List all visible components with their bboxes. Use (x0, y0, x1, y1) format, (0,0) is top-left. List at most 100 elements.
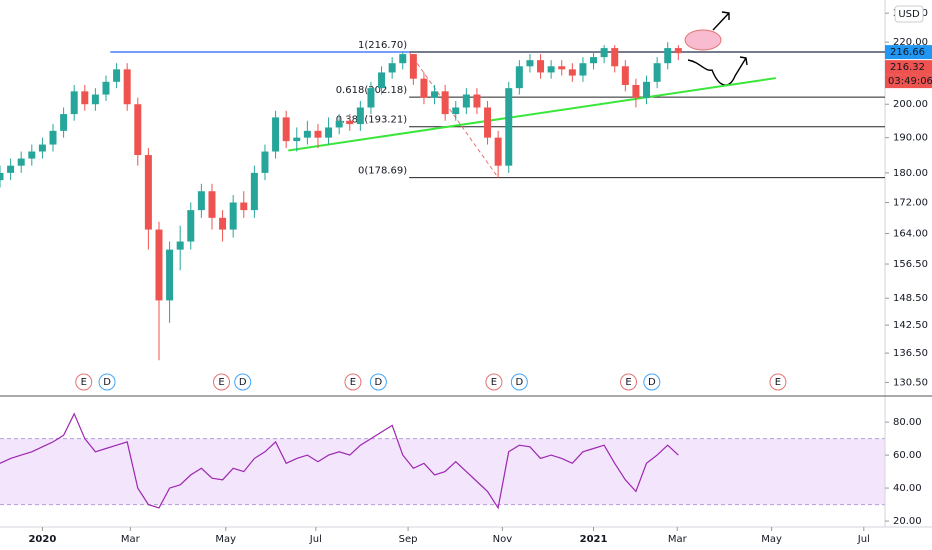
event-label: E (625, 377, 631, 388)
price-tag-label: 216.32 (890, 62, 925, 73)
candle-body (250, 172, 258, 211)
candle-body (346, 120, 354, 125)
candle-body (473, 94, 481, 108)
candle-body (134, 104, 142, 156)
candle-body (144, 155, 152, 230)
candle-body (70, 91, 78, 115)
rsi-line (0, 412, 679, 510)
candle-body (409, 54, 417, 79)
candle-body (81, 91, 89, 105)
price-tag (885, 45, 932, 60)
candle-body (621, 66, 629, 85)
rsi-y-tick-label: 60.00 (893, 450, 922, 461)
candle-body (7, 165, 15, 173)
candle-body (17, 158, 25, 166)
candle-body (28, 151, 36, 159)
event-label: E (775, 377, 781, 388)
candle-body (579, 63, 587, 76)
event-label: D (375, 377, 383, 388)
candle-body (420, 78, 428, 98)
currency-label: USD (898, 9, 920, 20)
y-tick-label: 200.00 (893, 99, 928, 110)
y-tick-label: 142.50 (893, 320, 928, 331)
candle-body (515, 66, 523, 89)
candle-body (462, 94, 470, 108)
candle-body (102, 81, 110, 95)
candle-body (643, 81, 651, 98)
x-tick-label: May (761, 534, 782, 545)
event-marker (98, 373, 116, 391)
candle-body (123, 69, 131, 105)
y-tick-label: 148.50 (893, 293, 928, 304)
candle-body (261, 151, 269, 173)
arrow-up (712, 11, 730, 31)
candle-body (0, 172, 4, 181)
candle-body (91, 94, 99, 105)
candle-body (197, 191, 205, 211)
candle-body (484, 107, 492, 138)
event-marker (643, 373, 661, 391)
event-label: E (81, 377, 87, 388)
candle-body (378, 72, 386, 89)
x-tick-label: 2020 (28, 534, 56, 545)
event-marker (510, 373, 528, 391)
event-label: E (350, 377, 356, 388)
candle-body (113, 69, 121, 82)
x-tick-label: Mar (668, 534, 688, 545)
candle-body (187, 210, 195, 242)
candle-body (282, 117, 290, 142)
x-tick-label: May (215, 534, 236, 545)
candle-body (303, 130, 311, 138)
event-marker (369, 373, 387, 391)
candle-body (399, 54, 407, 64)
y-tick-label: 172.00 (893, 198, 928, 209)
arrow-wave (687, 56, 748, 86)
rsi-y-tick-label: 20.00 (893, 516, 922, 527)
x-tick-label: Sep (399, 534, 418, 545)
candle-body (568, 69, 576, 76)
candle-body (166, 249, 174, 301)
candle-body (219, 217, 227, 230)
candle-body (505, 88, 513, 166)
rsi-y-tick-label: 40.00 (893, 483, 922, 494)
event-marker (344, 373, 362, 391)
candle-body (176, 241, 184, 250)
x-tick-label: Jul (309, 534, 322, 545)
candle-body (38, 144, 46, 152)
event-marker (234, 373, 252, 391)
rsi-y-tick-label: 80.00 (893, 417, 922, 428)
candle-body (293, 137, 301, 142)
event-marker (769, 373, 787, 391)
price-tag (885, 60, 932, 75)
candle-body (388, 63, 396, 73)
y-tick-label: 164.00 (893, 229, 928, 240)
candle-body (431, 91, 439, 98)
trendline (288, 77, 776, 152)
y-tick-label: 156.50 (893, 259, 928, 270)
candle-body (600, 48, 608, 58)
event-label: E (218, 377, 224, 388)
event-marker (485, 373, 503, 391)
candle-body (272, 117, 280, 152)
x-tick-label: Mar (121, 534, 141, 545)
event-label: D (103, 377, 111, 388)
candle-body (240, 202, 248, 211)
candle-body (653, 63, 661, 82)
candle-body (155, 229, 163, 301)
event-marker (75, 373, 93, 391)
fib-label: 0.382(193.21) (336, 115, 408, 126)
fib-label: 1(216.70) (358, 40, 407, 51)
candle-body (526, 60, 534, 67)
candle-body (49, 130, 57, 145)
candle-body (632, 84, 640, 98)
countdown-tag (885, 74, 932, 89)
x-tick-label: Nov (493, 534, 513, 545)
y-tick-label: 220.00 (893, 37, 928, 48)
event-label: D (648, 377, 656, 388)
candle-body (60, 114, 68, 131)
fib-diagonal (408, 51, 499, 178)
candle-body (611, 48, 619, 67)
candle-body (674, 48, 682, 54)
fib-label: 0(178.69) (358, 166, 407, 177)
